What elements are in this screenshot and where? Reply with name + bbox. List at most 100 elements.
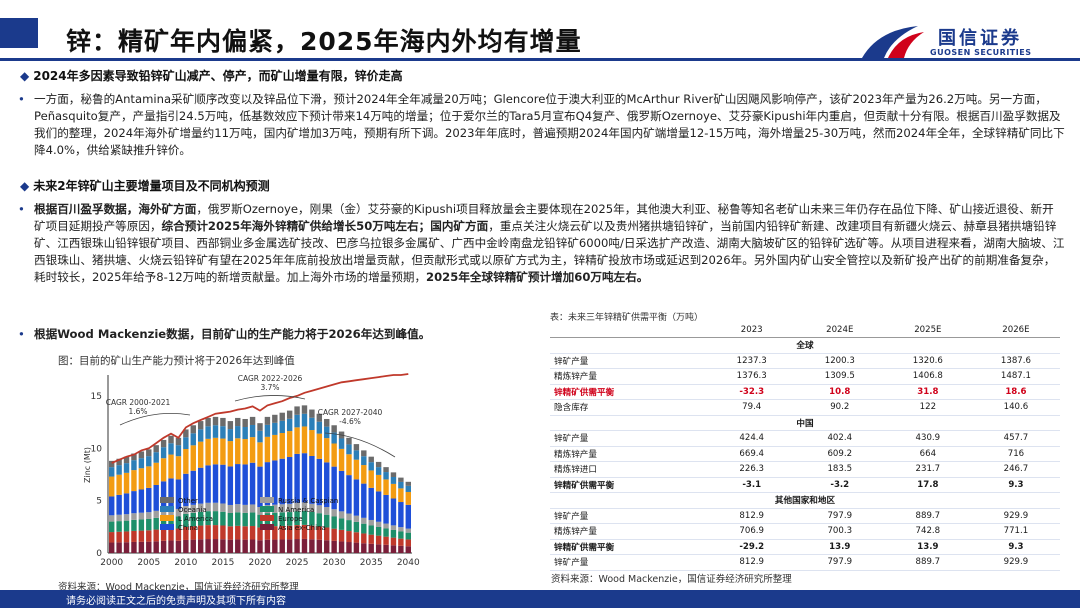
bar-segment <box>390 537 397 546</box>
table-group-label: 中国 <box>550 415 1060 431</box>
bar-segment <box>375 521 382 527</box>
bar-segment <box>346 437 352 445</box>
bar-segment <box>235 525 241 540</box>
bar-segment <box>116 465 122 475</box>
bar-segment <box>324 462 330 508</box>
bar-segment <box>368 543 374 553</box>
bar-segment <box>257 423 263 431</box>
table-cell: 122 <box>883 399 972 416</box>
bar-segment <box>242 526 248 540</box>
table-cell: 140.6 <box>971 399 1060 416</box>
bar-segment <box>190 539 196 553</box>
bar-segment <box>368 534 374 544</box>
table-row: 锌精矿供需平衡 -32.3 10.8 31.8 18.6 <box>550 384 1060 400</box>
bar-segment <box>123 493 130 515</box>
bar-segment <box>257 514 263 528</box>
table-cell: 929.9 <box>971 508 1060 524</box>
bar-segment <box>235 464 241 505</box>
bar-segment <box>375 491 382 522</box>
bar-segment <box>272 512 278 527</box>
table-cell: 706.9 <box>707 523 796 540</box>
bar-segment <box>264 424 271 437</box>
bar-segment <box>138 451 145 459</box>
bar-segment <box>235 426 241 439</box>
bar-segment <box>294 525 300 540</box>
table-cell: 716 <box>971 446 1060 462</box>
left-chart-source: 资料来源：Wood Mackenzie，国信证券经济研究所整理 <box>58 582 299 593</box>
bar-segment <box>398 538 404 546</box>
bar-segment <box>212 539 219 553</box>
bold-phrase: 2025年全球锌精矿预计增加60万吨左右。 <box>426 270 649 284</box>
bar-segment <box>242 504 248 513</box>
bar-segment <box>190 425 196 434</box>
bar-segment <box>205 511 211 526</box>
bar-segment <box>249 462 256 505</box>
bar-segment <box>338 518 345 530</box>
bar-segment <box>175 528 182 541</box>
bar-segment <box>197 429 204 442</box>
table-group-row: 其他国家和地区 <box>550 492 1060 509</box>
bar-segment <box>279 420 285 434</box>
table-header-cell <box>550 322 708 338</box>
bar-segment <box>286 431 293 458</box>
bar-segment <box>146 530 152 542</box>
table-cell: 812.9 <box>707 508 796 524</box>
table-cell: 771.1 <box>971 523 1060 540</box>
bar-segment <box>309 409 315 418</box>
bar-segment <box>153 517 159 530</box>
bar-segment <box>383 494 389 524</box>
bar-segment <box>286 525 293 540</box>
y-tick-label: 5 <box>96 497 102 507</box>
bar-segment <box>272 434 278 461</box>
bar-segment <box>375 474 382 492</box>
bar-segment <box>368 487 374 520</box>
bar-segment <box>109 542 115 553</box>
bar-segment <box>264 436 271 463</box>
table-cell: 13.9 <box>795 539 884 555</box>
bar-segment <box>190 504 196 513</box>
bar-segment <box>286 410 293 419</box>
bar-segment <box>368 470 374 488</box>
bar-segment <box>383 536 389 545</box>
bar-segment <box>146 512 152 519</box>
table-cell: 1237.3 <box>707 353 796 369</box>
bar-segment <box>160 447 167 459</box>
bar-segment <box>131 470 137 492</box>
bar-segment <box>331 443 337 467</box>
bar-segment <box>405 539 411 547</box>
bar-segment <box>294 502 300 512</box>
section1-heading: ◆ 2024年多因素导致铅锌矿山减产、停产，而矿山增量有限，锌价走高 <box>20 67 403 84</box>
legend-swatch <box>160 515 174 521</box>
bar-segment <box>138 458 145 469</box>
bar-segment <box>153 445 159 453</box>
bar-segment <box>131 460 137 471</box>
section2-paragraph: • 根据百川盈孚数据，海外矿方面，俄罗斯Ozernoye，刚果（金）艾芬豪的Ki… <box>18 201 1065 286</box>
table-cell: 18.6 <box>971 384 1060 400</box>
bar-segment <box>301 524 308 539</box>
bar-segment <box>197 525 204 540</box>
table-row: 锌矿产量 812.9 797.9 889.7 929.9 <box>550 508 1060 524</box>
bar-segment <box>168 527 174 541</box>
table-group-row: 全球 <box>550 337 1060 354</box>
bar-segment <box>153 529 159 542</box>
bar-segment <box>346 531 352 543</box>
diamond-bullet-icon: ◆ <box>20 69 30 83</box>
bar-segment <box>324 507 330 515</box>
bar-segment <box>227 512 234 527</box>
table-cell: -3.2 <box>795 477 884 493</box>
bar-segment <box>383 479 389 495</box>
bar-segment <box>309 512 315 526</box>
cagr-annotation-value: 3.7% <box>260 383 279 392</box>
table-cell: 742.8 <box>883 523 972 540</box>
bar-segment <box>220 511 226 526</box>
bar-segment <box>405 532 411 540</box>
bar-segment <box>138 541 145 553</box>
table-header-cell: 2025E <box>883 322 972 338</box>
bold-phrase: 综合预计2025年海外锌精矿供给增长50万吨左右；国内矿方面 <box>161 219 489 233</box>
legend-label: Russia & Caspian <box>278 497 338 505</box>
bar-segment <box>338 448 345 471</box>
table-cell: -3.1 <box>707 477 796 493</box>
bar-segment <box>398 481 404 489</box>
table-cell: 1406.8 <box>883 368 972 385</box>
section2-paragraph2: • 根据Wood Mackenzie数据，目前矿山的生产能力将于2026年达到峰… <box>18 326 520 343</box>
